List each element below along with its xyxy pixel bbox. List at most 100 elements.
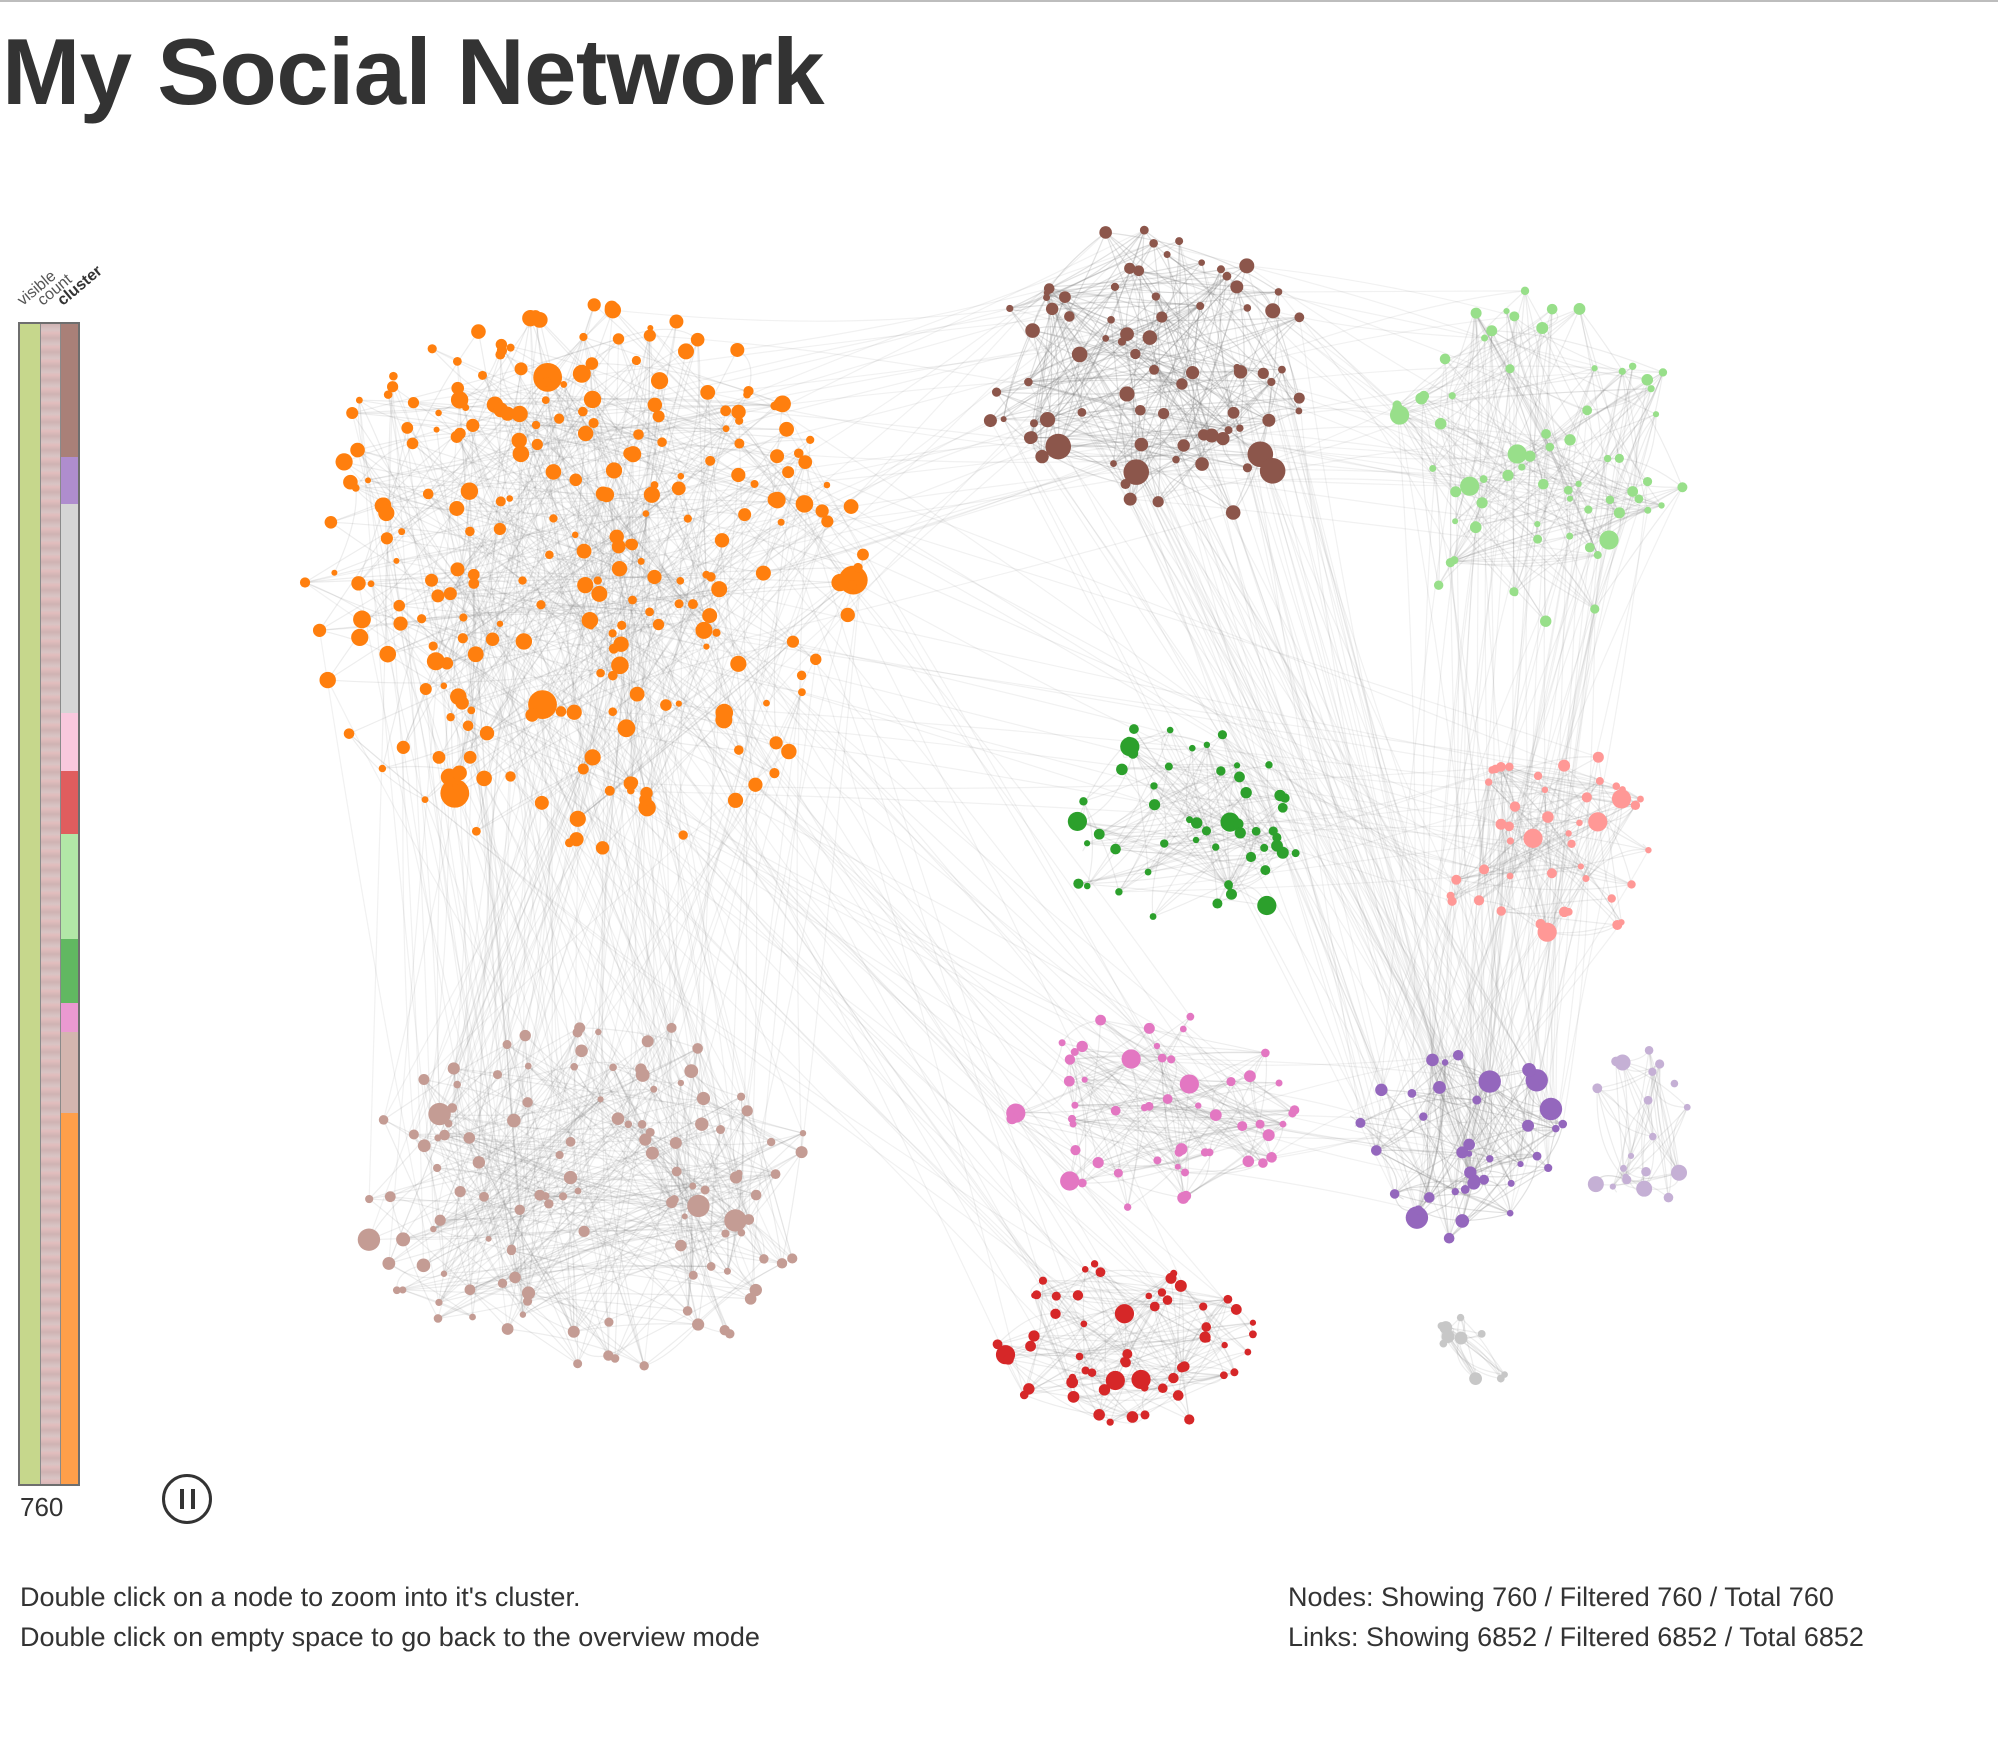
node-orange[interactable]: [425, 573, 439, 587]
node-tan[interactable]: [435, 1298, 443, 1307]
node-lavender[interactable]: [1641, 1166, 1651, 1177]
node-purple[interactable]: [1532, 1151, 1542, 1161]
node-light-green[interactable]: [1445, 558, 1455, 568]
node-orange[interactable]: [433, 426, 440, 433]
node-green[interactable]: [1116, 763, 1128, 776]
node-orange[interactable]: [687, 599, 698, 610]
node-green[interactable]: [1144, 868, 1152, 876]
legend-cluster-segment[interactable]: [61, 834, 78, 939]
node-orange[interactable]: [428, 641, 438, 651]
node-orange[interactable]: [455, 696, 469, 710]
node-red[interactable]: [1075, 1352, 1084, 1361]
node-orange[interactable]: [569, 810, 586, 827]
node-pink[interactable]: [1113, 1168, 1123, 1178]
node-tan[interactable]: [522, 1097, 533, 1108]
node-orange[interactable]: [343, 728, 355, 739]
node-orange[interactable]: [631, 355, 641, 366]
node-purple[interactable]: [1506, 1209, 1514, 1217]
node-purple[interactable]: [1355, 1117, 1366, 1128]
node-orange[interactable]: [611, 560, 628, 577]
node-light-green[interactable]: [1613, 507, 1625, 519]
node-orange[interactable]: [450, 430, 463, 443]
node-orange[interactable]: [378, 764, 387, 773]
node-tan[interactable]: [447, 1062, 460, 1075]
node-light-green[interactable]: [1481, 334, 1489, 342]
node-green[interactable]: [1093, 828, 1105, 840]
node-orange[interactable]: [642, 510, 650, 517]
node-tan[interactable]: [666, 1022, 677, 1033]
node-tan[interactable]: [544, 1199, 554, 1209]
node-tan[interactable]: [721, 1229, 730, 1238]
node-purple[interactable]: [1517, 1160, 1524, 1168]
node-orange[interactable]: [346, 407, 359, 420]
node-orange[interactable]: [431, 589, 445, 603]
node-orange[interactable]: [660, 699, 672, 711]
node-tan[interactable]: [454, 1185, 466, 1198]
node-light-red[interactable]: [1533, 771, 1543, 781]
node-pink[interactable]: [1144, 1101, 1154, 1111]
node-orange[interactable]: [715, 703, 734, 722]
node-light-green[interactable]: [1618, 367, 1626, 375]
node-orange[interactable]: [577, 425, 594, 442]
node-red[interactable]: [1098, 1384, 1111, 1396]
node-purple[interactable]: [1551, 1124, 1560, 1133]
node-red[interactable]: [1140, 1410, 1150, 1420]
node-purple[interactable]: [1522, 1063, 1536, 1077]
node-light-green[interactable]: [1439, 353, 1451, 365]
node-brown[interactable]: [991, 387, 1002, 397]
node-tan[interactable]: [555, 1150, 564, 1160]
node-brown[interactable]: [1267, 377, 1276, 387]
node-orange[interactable]: [299, 577, 311, 588]
node-red[interactable]: [1028, 1330, 1040, 1342]
node-light-red[interactable]: [1582, 875, 1590, 883]
node-brown[interactable]: [1163, 251, 1171, 259]
node-pink[interactable]: [1063, 1075, 1075, 1087]
node-tan[interactable]: [724, 1209, 747, 1232]
node-tan[interactable]: [440, 1270, 448, 1277]
legend-count-column[interactable]: [41, 324, 61, 1484]
node-red[interactable]: [1095, 1267, 1106, 1278]
node-orange[interactable]: [730, 655, 747, 672]
node-tan[interactable]: [635, 1063, 647, 1075]
node-light-green[interactable]: [1479, 475, 1488, 483]
node-green[interactable]: [1115, 888, 1123, 896]
node-orange[interactable]: [545, 550, 554, 560]
node-orange[interactable]: [465, 526, 475, 537]
node-orange[interactable]: [553, 413, 565, 424]
legend-cluster-segment[interactable]: [61, 457, 78, 504]
node-pink[interactable]: [1153, 1042, 1161, 1050]
node-red[interactable]: [992, 1339, 1003, 1350]
node-lavender[interactable]: [1643, 1095, 1653, 1105]
node-tan[interactable]: [681, 1213, 688, 1220]
node-brown[interactable]: [1120, 327, 1134, 341]
node-orange[interactable]: [678, 830, 688, 840]
node-brown[interactable]: [1225, 505, 1241, 520]
node-light-green[interactable]: [1507, 444, 1527, 464]
node-purple[interactable]: [1443, 1232, 1455, 1244]
node-light-green[interactable]: [1450, 486, 1462, 498]
node-orange[interactable]: [572, 364, 591, 383]
node-tan[interactable]: [418, 1074, 430, 1086]
legend-cluster-segment[interactable]: [61, 324, 78, 458]
node-brown[interactable]: [1134, 437, 1149, 452]
node-tan[interactable]: [433, 1163, 442, 1173]
node-orange[interactable]: [647, 324, 654, 331]
node-tan[interactable]: [570, 1062, 579, 1071]
node-brown[interactable]: [1157, 407, 1170, 420]
node-orange[interactable]: [367, 580, 375, 588]
node-orange[interactable]: [506, 343, 515, 352]
node-green[interactable]: [1129, 724, 1139, 734]
node-green[interactable]: [1120, 742, 1130, 752]
node-red[interactable]: [1199, 1302, 1208, 1311]
node-light-green[interactable]: [1582, 405, 1593, 416]
node-pink[interactable]: [1261, 1048, 1270, 1058]
node-light-green[interactable]: [1584, 542, 1595, 553]
node-green[interactable]: [1217, 730, 1228, 740]
node-light-green[interactable]: [1566, 532, 1574, 540]
node-orange[interactable]: [695, 621, 713, 639]
node-orange[interactable]: [324, 515, 338, 529]
node-orange[interactable]: [722, 425, 730, 433]
node-light-red[interactable]: [1588, 812, 1608, 832]
node-brown[interactable]: [1045, 302, 1059, 316]
node-brown[interactable]: [1185, 366, 1200, 380]
